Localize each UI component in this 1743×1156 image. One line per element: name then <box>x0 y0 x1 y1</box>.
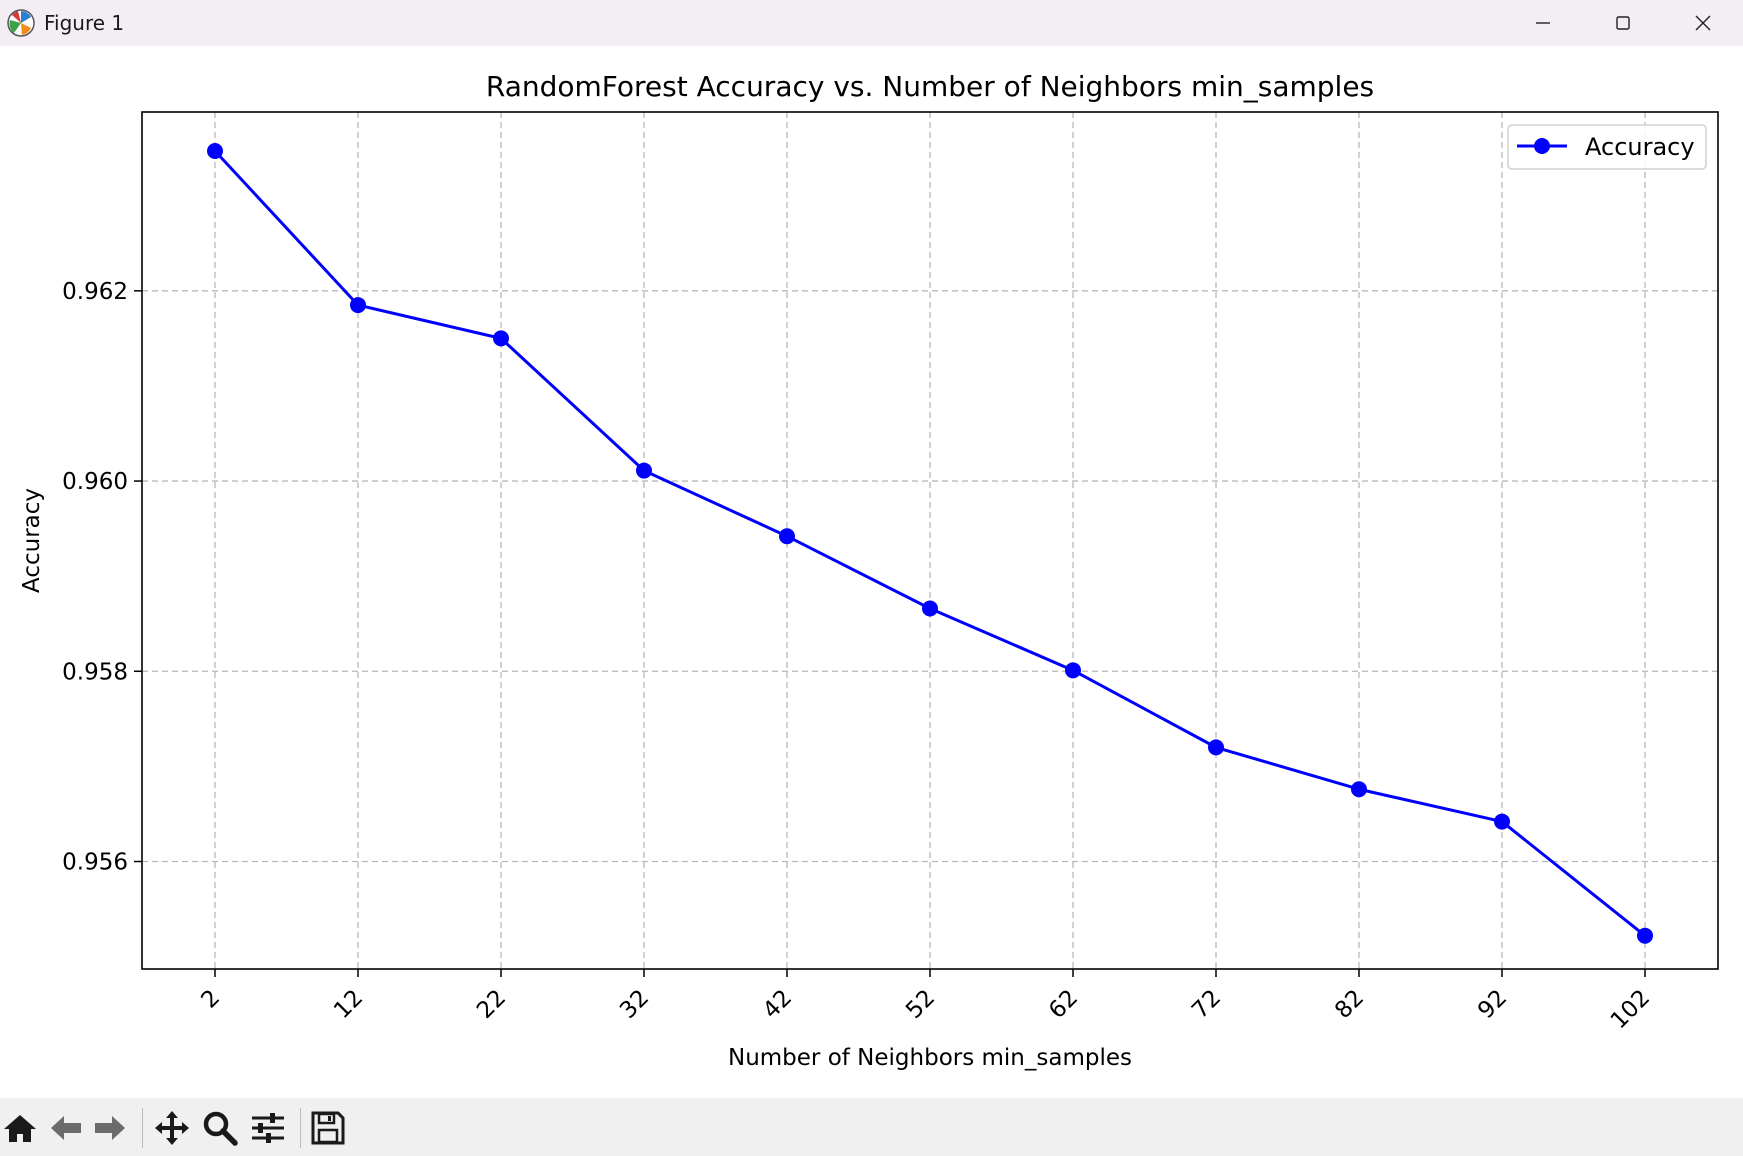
forward-arrow-icon <box>95 1116 125 1140</box>
home-icon <box>4 1115 36 1142</box>
matplotlib-icon <box>7 9 35 37</box>
save-icon <box>311 1111 345 1145</box>
zoom-button[interactable] <box>200 1108 240 1148</box>
pan-button[interactable] <box>152 1108 192 1148</box>
x-tick-label: 2 <box>197 985 226 1014</box>
x-tick-label: 32 <box>615 985 654 1024</box>
x-tick-label: 52 <box>901 985 940 1024</box>
window-titlebar: Figure 1 <box>0 0 1743 46</box>
data-point <box>1494 813 1510 830</box>
configure-subplots-icon <box>252 1113 284 1143</box>
legend-marker-swatch <box>1534 138 1550 154</box>
x-tick-label: 82 <box>1330 985 1369 1024</box>
forward-button[interactable] <box>90 1108 130 1148</box>
toolbar-separator <box>300 1108 301 1148</box>
y-tick-label: 0.960 <box>62 469 128 495</box>
close-icon <box>1695 15 1711 31</box>
line-chart: 0.956 0.958 0.960 0.962 2 12 22 32 42 52 62 72 82 92 1… <box>19 70 1719 1071</box>
figure-canvas[interactable]: 0.956 0.958 0.960 0.962 2 12 22 32 42 52 62 72 82 92 1… <box>0 46 1743 1098</box>
legend-box <box>1507 124 1707 170</box>
axes-frame <box>141 111 1719 970</box>
legend: Accuracy <box>1507 124 1707 170</box>
data-point <box>207 142 223 159</box>
maximize-button[interactable] <box>1583 0 1663 46</box>
pan-icon <box>155 1111 189 1145</box>
configure-subplots-button[interactable] <box>248 1108 288 1148</box>
data-point <box>350 297 366 314</box>
data-point <box>1637 927 1653 944</box>
ticks: 0.956 0.958 0.960 0.962 2 12 22 32 42 52 62 72 82 92 1… <box>62 279 1655 1034</box>
x-tick-label: 12 <box>329 985 368 1024</box>
data-point <box>1065 662 1081 679</box>
y-axis-label: Accuracy <box>19 488 45 593</box>
back-button[interactable] <box>46 1108 86 1148</box>
x-tick-label: 42 <box>758 985 797 1024</box>
toolbar-separator <box>142 1108 143 1148</box>
save-button[interactable] <box>308 1108 348 1148</box>
chart-title: RandomForest Accuracy vs. Number of Neig… <box>486 70 1374 103</box>
x-tick-label: 72 <box>1187 985 1226 1024</box>
close-button[interactable] <box>1663 0 1743 46</box>
zoom-icon <box>203 1111 238 1146</box>
legend-label: Accuracy <box>1585 133 1695 161</box>
back-arrow-icon <box>51 1116 81 1140</box>
window-title: Figure 1 <box>44 11 125 35</box>
data-point <box>1351 781 1367 798</box>
home-button[interactable] <box>0 1108 40 1148</box>
x-tick-label: 102 <box>1606 985 1655 1034</box>
x-tick-label: 62 <box>1044 985 1083 1024</box>
x-tick-label: 22 <box>472 985 511 1024</box>
data-point <box>636 462 652 479</box>
data-point <box>922 600 938 617</box>
data-point <box>1208 739 1224 756</box>
y-tick-label: 0.956 <box>62 850 128 876</box>
y-tick-label: 0.962 <box>62 279 128 305</box>
navigation-toolbar <box>0 1098 1743 1156</box>
minimize-icon <box>1536 22 1550 24</box>
y-tick-label: 0.958 <box>62 659 128 685</box>
maximize-icon <box>1616 16 1630 30</box>
grid <box>142 112 1718 969</box>
series <box>207 142 1653 944</box>
data-point <box>493 330 509 347</box>
data-point <box>779 528 795 545</box>
x-axis-label: Number of Neighbors min_samples <box>728 1045 1132 1071</box>
minimize-button[interactable] <box>1503 0 1583 46</box>
x-tick-label: 92 <box>1473 985 1512 1024</box>
